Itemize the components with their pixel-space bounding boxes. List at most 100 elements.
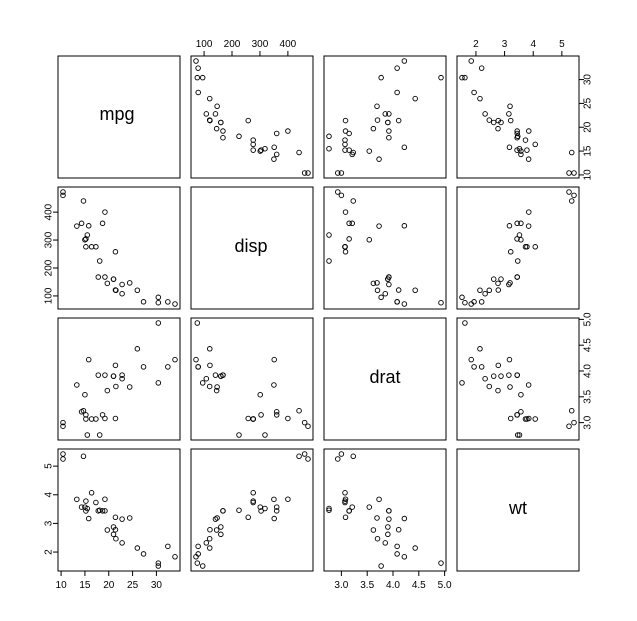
point-wt-vs-drat [438, 560, 444, 566]
x-tick-label-wt: 5 [559, 39, 565, 50]
point-wt-vs-drat [382, 540, 389, 546]
point-mpg-vs-drat [326, 145, 332, 152]
point-wt-vs-disp [194, 560, 201, 566]
point-drat-vs-mpg [85, 356, 92, 363]
x-tick-label-disp: 100 [196, 39, 213, 50]
point-drat-vs-wt [495, 387, 501, 394]
point-wt-vs-drat [338, 451, 345, 457]
point-disp-vs-mpg [155, 299, 162, 306]
point-mpg-vs-drat [376, 156, 382, 162]
point-disp-vs-mpg [95, 274, 102, 280]
point-drat-vs-wt [518, 391, 524, 398]
point-disp-vs-wt [518, 220, 524, 227]
point-wt-vs-drat [394, 551, 400, 557]
point-wt-vs-drat [374, 515, 380, 521]
point-wt-vs-mpg [113, 535, 119, 542]
panel-box-wt-wt [456, 448, 580, 572]
point-disp-vs-wt [514, 274, 520, 280]
point-mpg-vs-drat [438, 74, 444, 81]
panel-box-mpg-mpg [57, 55, 181, 179]
point-disp-vs-wt [514, 220, 520, 227]
point-disp-vs-mpg [60, 192, 66, 199]
point-wt-vs-disp [206, 545, 213, 551]
point-drat-vs-disp [212, 372, 219, 378]
point-disp-vs-drat [394, 299, 400, 305]
y-tick-label-wt: 4 [44, 492, 55, 498]
point-mpg-vs-disp [305, 170, 311, 176]
point-drat-vs-disp [203, 375, 210, 382]
point-drat-vs-mpg [102, 372, 108, 378]
panel-box-drat-wt [456, 317, 580, 441]
point-disp-vs-wt [506, 223, 513, 229]
x-tick-label-wt: 3 [502, 39, 508, 50]
point-wt-vs-drat [401, 554, 408, 560]
point-disp-vs-wt [507, 249, 514, 255]
point-disp-vs-drat [370, 280, 377, 287]
point-drat-vs-mpg [80, 407, 87, 414]
panel-box-wt-mpg [57, 448, 181, 572]
point-drat-vs-mpg [95, 372, 102, 378]
point-drat-vs-disp [220, 372, 226, 378]
point-disp-vs-wt [518, 237, 524, 243]
y-tick-label-disp: 300 [44, 231, 55, 248]
point-disp-vs-drat [346, 236, 352, 242]
point-mpg-vs-disp [213, 125, 220, 132]
point-mpg-vs-wt [462, 74, 468, 81]
point-wt-vs-drat [370, 527, 377, 533]
point-drat-vs-mpg [104, 387, 111, 394]
point-mpg-vs-disp [206, 95, 213, 102]
y-tick-label-wt: 3 [44, 520, 55, 526]
point-drat-vs-disp [250, 416, 256, 422]
point-drat-vs-mpg [74, 382, 80, 388]
y-tick-label-mpg: 15 [583, 145, 594, 157]
point-drat-vs-wt [468, 356, 474, 363]
point-disp-vs-wt [506, 281, 512, 288]
point-mpg-vs-drat [394, 89, 400, 96]
point-drat-vs-wt [514, 412, 520, 418]
x-tick-label-mpg: 10 [56, 580, 68, 591]
point-disp-vs-wt [477, 287, 483, 294]
point-drat-vs-mpg [155, 320, 162, 326]
point-wt-vs-drat [342, 514, 349, 521]
panel-box-mpg-wt [456, 55, 580, 179]
point-mpg-vs-wt [490, 119, 497, 126]
panel-box-mpg-disp [190, 55, 314, 179]
point-mpg-vs-disp [220, 128, 226, 134]
point-disp-vs-mpg [155, 294, 162, 301]
point-mpg-vs-disp [199, 74, 206, 81]
point-disp-vs-drat [326, 232, 332, 238]
point-disp-vs-wt [526, 209, 532, 215]
diagonal-label-disp: disp [234, 236, 267, 256]
x-tick-label-mpg: 25 [127, 580, 139, 591]
point-drat-vs-mpg [165, 364, 171, 370]
point-wt-vs-mpg [112, 526, 119, 533]
point-drat-vs-wt [471, 364, 477, 370]
point-drat-vs-mpg [83, 412, 89, 418]
point-drat-vs-disp [285, 415, 291, 422]
point-wt-vs-disp [195, 551, 201, 557]
point-disp-vs-mpg [104, 280, 111, 287]
point-drat-vs-disp [301, 419, 308, 426]
point-disp-vs-mpg [60, 189, 66, 195]
point-wt-vs-mpg [112, 514, 119, 521]
point-disp-vs-mpg [165, 299, 171, 305]
point-drat-vs-mpg [110, 373, 117, 379]
point-wt-vs-mpg [134, 545, 141, 551]
point-mpg-vs-drat [385, 119, 391, 126]
point-drat-vs-mpg [113, 383, 119, 390]
point-disp-vs-mpg [96, 258, 103, 264]
point-wt-vs-disp [212, 516, 219, 522]
point-wt-vs-mpg [119, 516, 125, 522]
point-disp-vs-wt [514, 236, 520, 242]
panel-box-disp-mpg [57, 186, 181, 310]
point-drat-vs-wt [526, 415, 532, 422]
point-disp-vs-drat [350, 198, 357, 204]
point-mpg-vs-wt [518, 148, 524, 154]
point-drat-vs-wt [571, 419, 577, 426]
point-wt-vs-drat [342, 496, 349, 502]
point-wt-vs-disp [273, 508, 280, 514]
point-drat-vs-wt [495, 362, 502, 369]
point-disp-vs-drat [401, 301, 408, 307]
point-mpg-vs-disp [296, 149, 302, 156]
point-mpg-vs-drat [401, 58, 408, 64]
